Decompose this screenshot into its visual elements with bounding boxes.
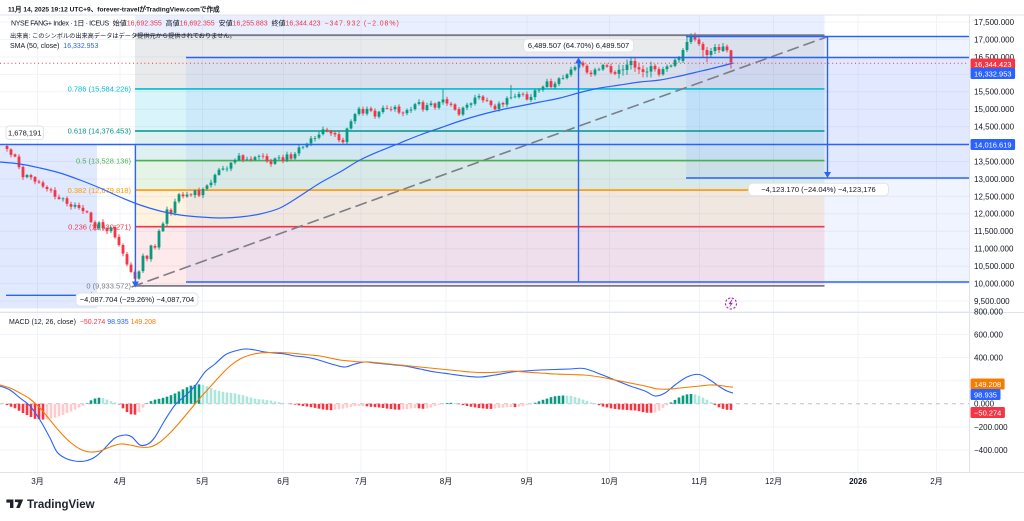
svg-text:SMA (50, close) 16,332.953: SMA (50, close) 16,332.953 [10, 43, 98, 50]
svg-text:2月: 2月 [930, 477, 942, 486]
svg-text:0.786 (15,584.226): 0.786 (15,584.226) [68, 85, 132, 94]
svg-text:MACD (12, 26, close) −50.274: MACD (12, 26, close) −50.274 98.935 149.… [9, 319, 156, 326]
svg-text:6,489.507 (64.70%) 6,489.507: 6,489.507 (64.70%) 6,489.507 [528, 41, 629, 50]
svg-text:−200.000: −200.000 [974, 423, 1008, 432]
svg-text:3月: 3月 [31, 477, 43, 486]
svg-text:0.382 (12,679.818): 0.382 (12,679.818) [68, 186, 132, 195]
svg-text:−50.274: −50.274 [974, 408, 1001, 417]
svg-text:10月: 10月 [601, 477, 618, 486]
svg-text:9月: 9月 [521, 477, 533, 486]
svg-text:10,000.000: 10,000.000 [974, 280, 1015, 289]
svg-text:14,016.619: 14,016.619 [974, 140, 1012, 149]
svg-text:400.000: 400.000 [974, 354, 1003, 363]
svg-text:16,500.000: 16,500.000 [974, 53, 1015, 62]
svg-text:16,332.953: 16,332.953 [974, 69, 1012, 78]
svg-text:−4,087.704 (−29.26%) −4,087,70: −4,087.704 (−29.26%) −4,087,704 [80, 295, 194, 304]
svg-text:13,500.000: 13,500.000 [974, 157, 1015, 166]
svg-text:98.935: 98.935 [974, 390, 997, 399]
svg-text:−4,123.170 (−24.04%) −4,123,17: −4,123.170 (−24.04%) −4,123,176 [761, 185, 875, 194]
svg-text:15,500.000: 15,500.000 [974, 88, 1015, 97]
svg-text:14,500.000: 14,500.000 [974, 123, 1015, 132]
svg-text:5月: 5月 [196, 477, 208, 486]
svg-text:11月 14, 2025 19:12 UTC+9、forev: 11月 14, 2025 19:12 UTC+9、forever-travelが… [8, 5, 220, 14]
svg-text:12,500.000: 12,500.000 [974, 192, 1015, 201]
svg-text:15,000.000: 15,000.000 [974, 105, 1015, 114]
svg-text:8月: 8月 [440, 477, 452, 486]
svg-text:NYSE FANG+ Index · 1日 · ICEUS: NYSE FANG+ Index · 1日 · ICEUS 始値16,692.3… [11, 19, 400, 28]
svg-text:600.000: 600.000 [974, 330, 1003, 339]
svg-text:16,344.423: 16,344.423 [974, 60, 1012, 69]
svg-text:17,500.000: 17,500.000 [974, 18, 1015, 27]
svg-text:7月: 7月 [355, 477, 367, 486]
svg-text:−400.000: −400.000 [974, 446, 1008, 455]
svg-text:0.5 (13,528.136): 0.5 (13,528.136) [76, 156, 132, 165]
svg-text:800.000: 800.000 [974, 307, 1003, 316]
svg-text:2026: 2026 [849, 477, 867, 486]
svg-text:11,500.000: 11,500.000 [974, 227, 1014, 236]
svg-text:11,000.000: 11,000.000 [974, 245, 1014, 254]
svg-text:13,000.000: 13,000.000 [974, 175, 1015, 184]
svg-text:4月: 4月 [114, 477, 126, 486]
svg-text:17,000.000: 17,000.000 [974, 35, 1015, 44]
svg-text:1,678,191: 1,678,191 [8, 128, 41, 137]
svg-text:12,000.000: 12,000.000 [974, 210, 1015, 219]
svg-text:0.618 (14,376.453): 0.618 (14,376.453) [68, 127, 132, 136]
svg-text:149.208: 149.208 [974, 380, 1001, 389]
svg-text:9,500.000: 9,500.000 [974, 297, 1010, 306]
svg-text:TradingView: TradingView [27, 499, 95, 511]
svg-text:0.000: 0.000 [974, 400, 995, 409]
svg-text:0 (9,933.572): 0 (9,933.572) [86, 282, 131, 291]
svg-text:出来高: このシンボルの出来高データはデータ提供元から提供さ: 出来高: このシンボルの出来高データはデータ提供元から提供されておりません。 [10, 32, 236, 40]
svg-text:12月: 12月 [765, 477, 782, 486]
svg-text:11月: 11月 [691, 477, 707, 486]
svg-text:10,500.000: 10,500.000 [974, 262, 1015, 271]
svg-text:6月: 6月 [277, 477, 289, 486]
